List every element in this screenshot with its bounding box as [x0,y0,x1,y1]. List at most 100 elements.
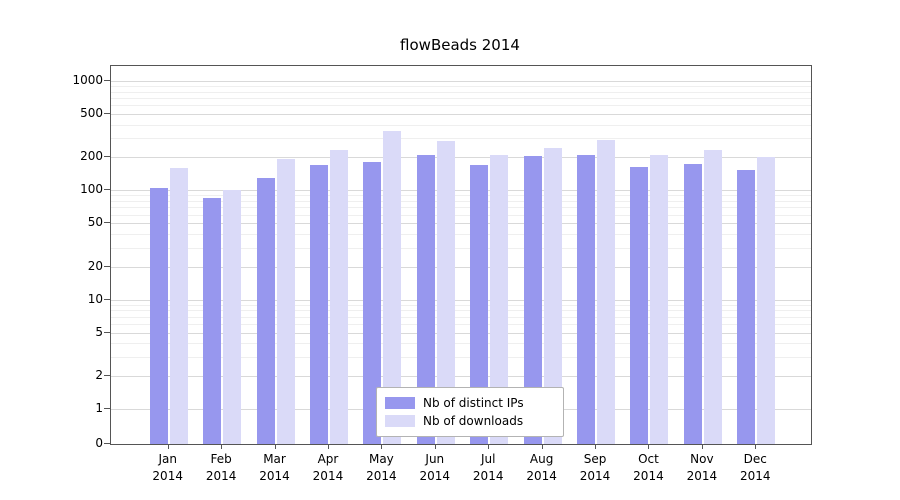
gridline-minor-70 [111,207,811,209]
bar-distinct-ips-aug [523,156,542,444]
bar-downloads-may [383,130,402,444]
bar-downloads-apr [329,149,348,444]
x-tick-label-jan: Jan 2014 [152,452,183,483]
bar-distinct-ips-dec [737,169,756,444]
legend-swatch-downloads [385,415,415,427]
y-tick-label-50: 50 [87,215,103,230]
x-tick-mark-sep [595,444,597,449]
y-tick-mark-2 [104,375,110,377]
x-tick-label-sep: Sep 2014 [579,452,611,483]
legend-label-distinct-ips: Nb of distinct IPs [423,396,524,410]
x-tick-mark-mar [274,444,276,449]
gridline-minor-900 [111,86,811,87]
gridline-200 [111,157,811,159]
x-tick-label-oct: Oct 2014 [633,452,664,483]
y-tick-label-100: 100 [80,182,103,197]
gridline-minor-30 [111,247,811,249]
x-tick-mark-apr [327,444,329,449]
gridline-minor-9 [111,304,811,306]
x-tick-mark-aug [541,444,543,449]
gridline-5 [111,332,811,334]
bar-distinct-ips-jul [470,165,489,444]
gridline-minor-80 [111,200,811,202]
y-tick-mark-100 [104,189,110,191]
y-tick-label-1000: 1000 [72,73,103,87]
y-tick-mark-1000 [104,80,110,81]
legend-label-downloads: Nb of downloads [423,414,524,428]
gridline-minor-700 [111,97,811,99]
gridline-minor-40 [111,233,811,235]
gridline-1000 [111,81,811,82]
gridline-minor-3 [111,356,811,358]
bar-downloads-oct [650,155,669,444]
y-tick-mark-20 [104,265,110,267]
bar-distinct-ips-jan [149,188,168,444]
x-tick-label-feb: Feb 2014 [205,452,237,483]
gridline-minor-400 [111,124,811,126]
gridline-10 [111,299,811,301]
legend-item-distinct-ips: Nb of distinct IPs [385,394,553,412]
bar-distinct-ips-sep [577,155,596,444]
x-tick-mark-oct [648,444,650,449]
y-tick-mark-10 [104,298,110,300]
gridline-2 [111,376,811,378]
y-tick-label-2: 2 [95,368,103,383]
legend: Nb of distinct IPs Nb of downloads [376,387,564,437]
x-tick-label-may: May 2014 [366,452,397,483]
gridline-minor-4 [111,343,811,345]
y-tick-label-200: 200 [80,149,103,164]
gridline-20 [111,266,811,268]
x-tick-label-jun: Jun 2014 [419,452,451,483]
y-tick-label-500: 500 [80,105,103,120]
gridline-100 [111,190,811,192]
y-tick-label-10: 10 [87,291,103,306]
y-tick-mark-1 [104,408,110,409]
legend-swatch-distinct-ips [385,397,415,409]
gridline-50 [111,223,811,225]
x-tick-mark-jun [434,444,436,449]
gridline-minor-8 [111,310,811,312]
x-tick-label-dec: Dec 2014 [740,452,771,483]
gridline-minor-600 [111,105,811,107]
y-tick-label-0: 0 [95,436,103,450]
gridline-minor-800 [111,91,811,93]
gridline-minor-60 [111,214,811,216]
y-tick-label-5: 5 [95,324,103,339]
bar-downloads-nov [703,149,722,444]
y-tick-mark-50 [104,222,110,224]
plot-area: Nb of distinct IPs Nb of downloads [110,65,812,445]
gridline-minor-90 [111,195,811,197]
bar-downloads-jun [436,140,455,444]
bar-distinct-ips-nov [683,163,702,444]
x-tick-label-jul: Jul 2014 [472,452,504,483]
bar-distinct-ips-oct [630,166,649,444]
x-tick-mark-may [381,444,383,449]
y-tick-label-20: 20 [87,258,103,273]
x-tick-mark-nov [701,444,703,449]
bar-distinct-ips-feb [203,198,222,444]
x-tick-label-nov: Nov 2014 [686,452,718,483]
gridline-500 [111,113,811,115]
bar-downloads-dec [757,157,776,444]
y-tick-label-1: 1 [95,401,103,415]
y-tick-mark-0 [104,443,110,444]
x-tick-mark-dec [755,444,757,449]
bar-downloads-jan [169,168,188,444]
gridline-minor-300 [111,138,811,140]
bar-distinct-ips-may [363,162,382,444]
gridline-minor-7 [111,316,811,318]
bar-distinct-ips-mar [256,177,275,444]
bar-downloads-mar [276,158,295,444]
bar-downloads-sep [597,139,616,444]
gridline-minor-6 [111,323,811,325]
bar-distinct-ips-jun [416,155,435,444]
x-tick-label-apr: Apr 2014 [312,452,344,483]
x-tick-label-mar: Mar 2014 [259,452,290,483]
bar-distinct-ips-apr [309,165,328,444]
bar-downloads-jul [490,155,509,444]
chart-title: flowBeads 2014 [400,36,520,54]
x-tick-mark-jan [167,444,169,449]
x-tick-mark-jul [488,444,490,449]
x-tick-label-aug: Aug 2014 [526,452,557,483]
